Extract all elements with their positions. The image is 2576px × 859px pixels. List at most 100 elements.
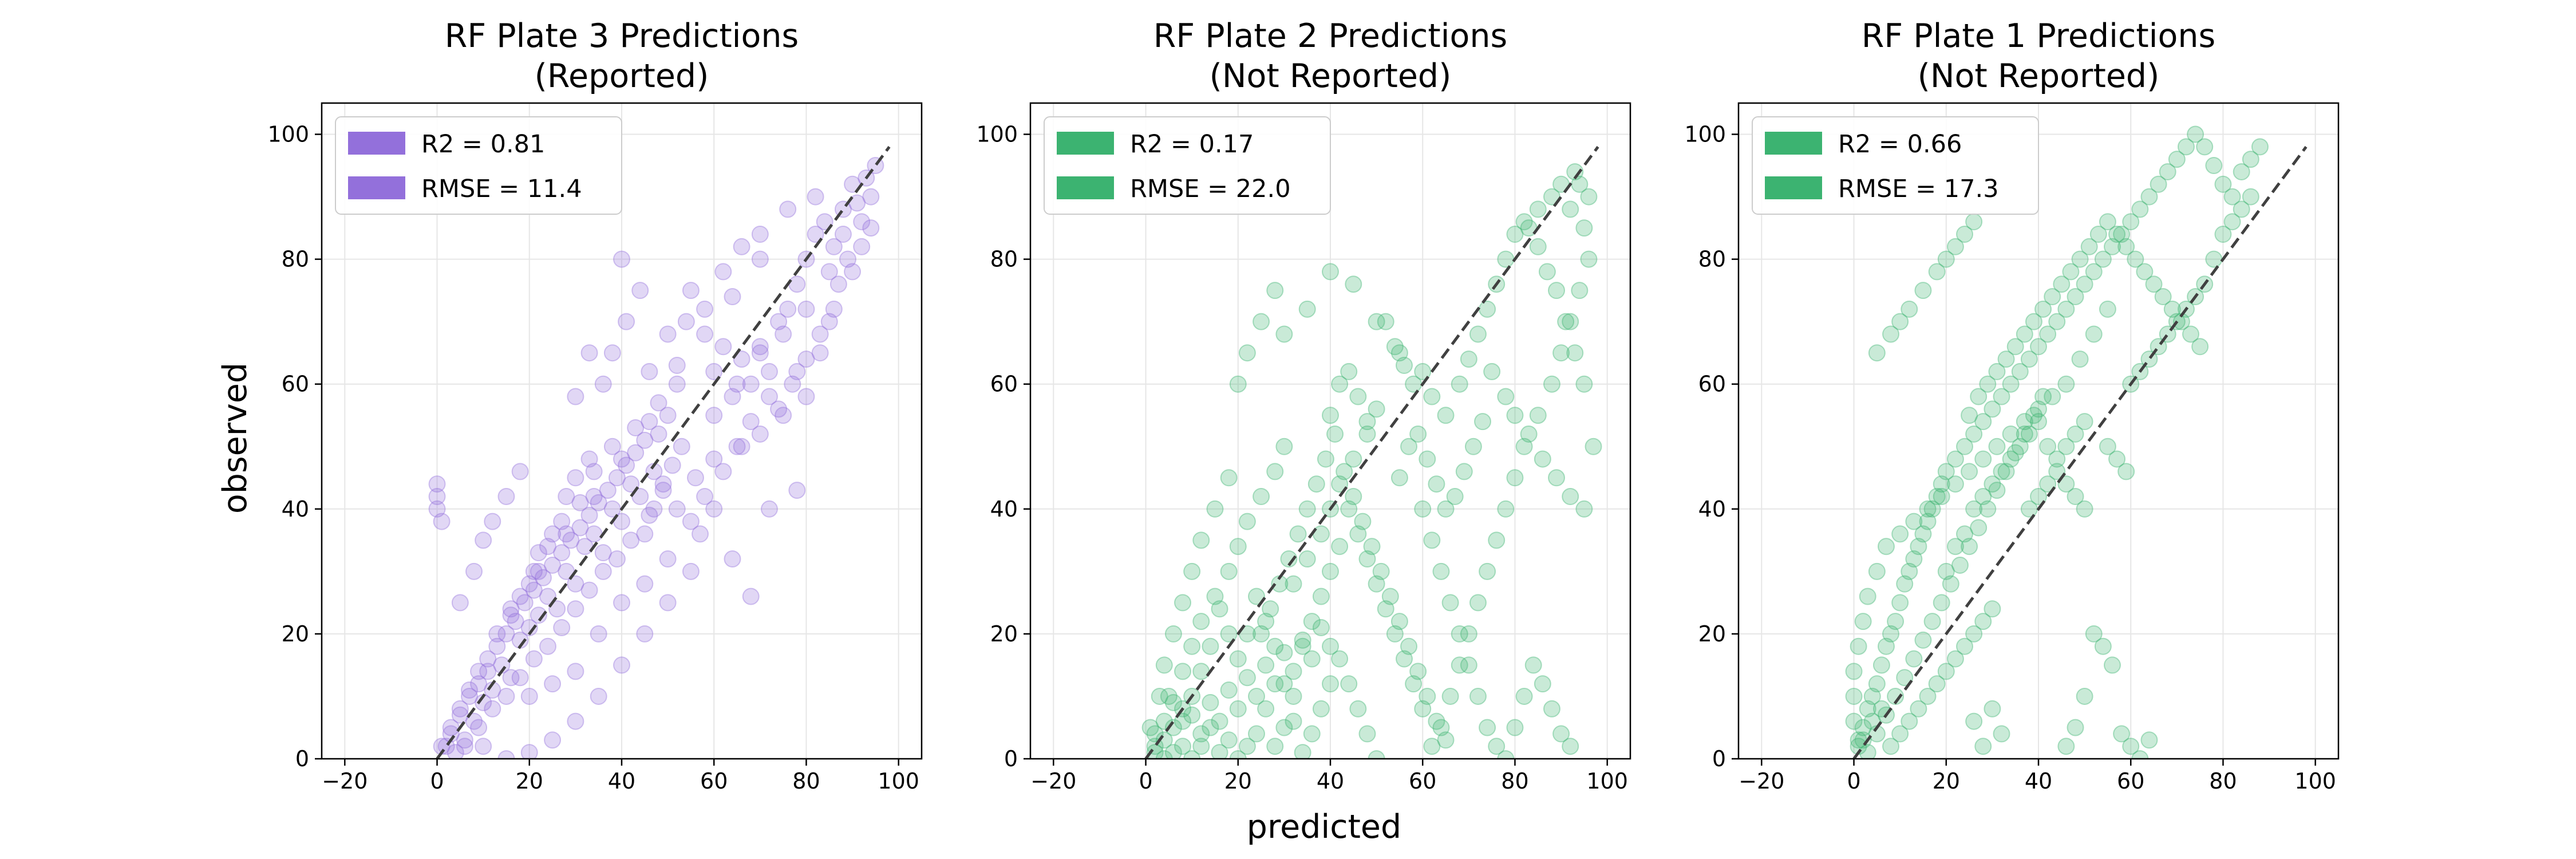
scatter-point	[2242, 188, 2259, 206]
scatter-point	[1211, 600, 1228, 618]
scatter-point	[1414, 362, 1432, 380]
scatter-point	[1192, 663, 1210, 680]
scatter-point	[2002, 375, 2020, 393]
scatter-point	[613, 250, 630, 268]
scatter-point	[2233, 163, 2250, 180]
scatter-point	[2057, 738, 2075, 755]
scatter-point	[1580, 188, 1598, 206]
scatter-point	[1275, 675, 1293, 693]
scatter-point	[1183, 750, 1201, 759]
scatter-point	[2067, 488, 2084, 505]
scatter-point	[1566, 344, 1584, 362]
scatter-point	[1248, 725, 1266, 743]
scatter-point	[1868, 344, 1886, 362]
scatter-point	[585, 525, 603, 543]
scatter-point	[636, 525, 654, 543]
x-tick-label: 0	[430, 769, 444, 794]
scatter-point	[770, 400, 788, 418]
scatter-point	[1988, 482, 2006, 499]
scatter-point	[1933, 475, 1950, 493]
scatter-point	[1266, 738, 1284, 755]
scatter-point	[580, 344, 598, 362]
scatter-point	[2071, 250, 2089, 268]
scatter-point	[2039, 325, 2057, 343]
scatter-point	[488, 625, 506, 643]
scatter-point	[1368, 575, 1385, 593]
scatter-point	[1961, 407, 1978, 424]
scatter-point	[1229, 700, 1247, 718]
y-tick-label: 40	[990, 497, 1018, 522]
scatter-point	[1901, 300, 1918, 318]
scatter-point	[1887, 613, 1905, 631]
scatter-point	[788, 482, 806, 499]
y-tick-label: 20	[1698, 621, 1726, 647]
scatter-point	[451, 706, 469, 724]
legend-entry: R2 = 0.81	[421, 130, 545, 159]
scatter-point	[1266, 637, 1284, 655]
scatter-point	[1174, 712, 1192, 730]
scatter-point	[2067, 719, 2084, 736]
legend-entry: R2 = 0.66	[1838, 130, 1962, 159]
scatter-point	[1901, 712, 1918, 730]
scatter-point	[733, 350, 750, 368]
scatter-point	[1868, 675, 1886, 693]
scatter-point	[1488, 738, 1506, 755]
x-tick-label: 60	[700, 769, 728, 794]
scatter-point	[724, 550, 741, 568]
scatter-point	[447, 744, 464, 759]
scatter-point	[2076, 687, 2093, 705]
scatter-point	[1942, 575, 1959, 593]
scatter-point	[1428, 475, 1445, 493]
scatter-point	[2150, 175, 2167, 193]
scatter-point	[2006, 444, 2024, 462]
scatter-point	[1275, 719, 1293, 736]
scatter-point	[2011, 438, 2029, 455]
scatter-point	[705, 362, 723, 380]
scatter-point	[603, 344, 621, 362]
scatter-point	[636, 431, 654, 449]
scatter-point	[1257, 656, 1275, 674]
scatter-point	[2168, 151, 2186, 168]
scatter-point	[456, 738, 473, 755]
chart-panel-2: −20 0 20 40 60 80 100 0 20 40 60 80 100 RF Plate 2 Pr…	[976, 17, 1631, 794]
scatter-point	[2002, 425, 2020, 443]
scatter-point	[1174, 663, 1192, 680]
scatter-point	[1211, 712, 1228, 730]
scatter-point	[2108, 226, 2126, 243]
legend-swatch	[1765, 132, 1822, 155]
scatter-point	[2131, 200, 2149, 218]
scatter-point	[2159, 163, 2176, 180]
scatter-point	[1368, 750, 1385, 759]
scatter-point	[1946, 475, 1964, 493]
scatter-point	[788, 362, 806, 380]
scatter-point	[1294, 637, 1311, 655]
scatter-point	[1965, 625, 1983, 643]
scatter-point	[1506, 407, 1524, 424]
scatter-point	[497, 625, 515, 643]
scatter-point	[497, 687, 515, 705]
scatter-point	[641, 506, 658, 524]
scatter-point	[2223, 213, 2241, 231]
y-tick-label: 80	[1698, 247, 1726, 272]
scatter-point	[594, 562, 612, 580]
x-tick-label: 80	[1501, 769, 1528, 794]
scatter-point	[1220, 731, 1238, 749]
scatter-point	[1520, 425, 1538, 443]
scatter-point	[2145, 275, 2163, 293]
scatter-point	[530, 562, 547, 580]
scatter-point	[659, 594, 677, 612]
scatter-point	[1419, 450, 1436, 468]
scatter-point	[1192, 725, 1210, 743]
scatter-point	[1863, 712, 1881, 730]
scatter-point	[1164, 625, 1182, 643]
scatter-point	[2136, 263, 2154, 281]
scatter-point	[428, 500, 446, 518]
x-tick-label: −20	[322, 769, 368, 794]
scatter-point	[520, 744, 538, 759]
scatter-point	[1497, 750, 1515, 759]
scatter-point	[1937, 250, 1955, 268]
x-tick-label: 60	[2117, 769, 2144, 794]
scatter-point	[1390, 344, 1408, 362]
scatter-point	[558, 488, 575, 505]
scatter-point	[567, 712, 584, 730]
